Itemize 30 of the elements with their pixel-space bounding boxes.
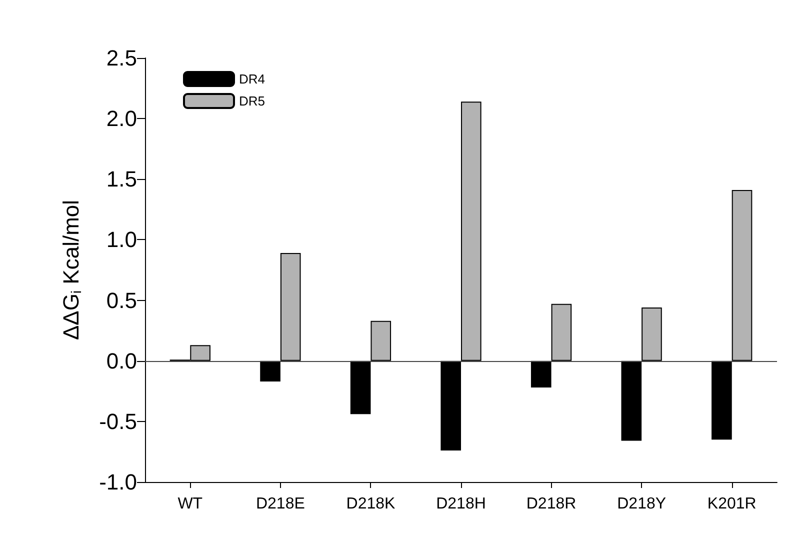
y-tick-label: 2.5 [106,46,137,70]
y-tick-label: 1.0 [106,227,137,252]
x-tick-label: D218E [256,496,305,512]
y-axis-title: ΔΔGi Kcal/mol [58,200,84,340]
bar [260,360,280,382]
bar [530,360,552,388]
bar [280,253,301,361]
y-tick-label: 0.5 [106,288,137,313]
x-tick-label: K201R [707,496,756,512]
bar [551,304,572,361]
y-tick-label: 0.0 [106,348,137,374]
bar [732,190,752,361]
bar [370,320,392,361]
bar [621,360,642,441]
x-tick-label: D218H [436,496,486,512]
x-tick-label: D218Y [617,496,666,512]
bar [461,102,482,361]
x-tick-label: WT [178,496,203,512]
y-tick-label: 1.5 [106,166,137,192]
bar [712,360,732,440]
bar [440,360,461,451]
y-tick-label: -1.0 [99,470,137,494]
bar [350,360,371,414]
legend-label: DR5 [239,94,266,108]
legend-label: DR4 [239,72,266,86]
x-tick-label: D218R [526,496,576,512]
y-tick-label: 2.0 [106,106,137,132]
x-tick-label: D218K [346,496,396,512]
bar [642,308,662,361]
y-tick-label: -0.5 [99,408,137,434]
